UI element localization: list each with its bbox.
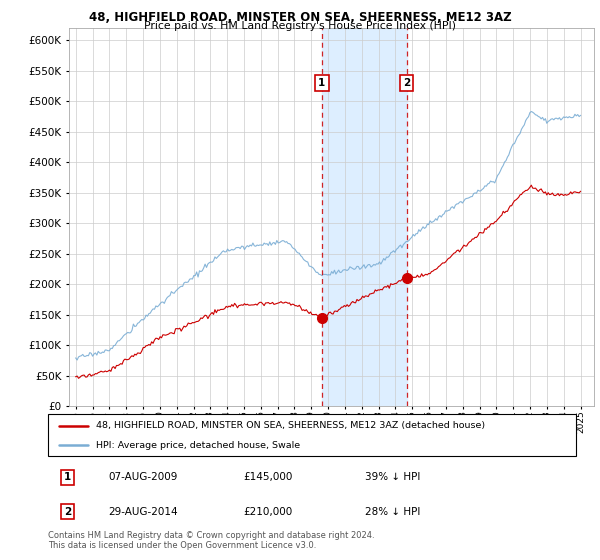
Text: £145,000: £145,000 <box>244 472 293 482</box>
Text: 1: 1 <box>64 472 71 482</box>
Text: Price paid vs. HM Land Registry's House Price Index (HPI): Price paid vs. HM Land Registry's House … <box>144 21 456 31</box>
Text: 07-AUG-2009: 07-AUG-2009 <box>109 472 178 482</box>
Text: £210,000: £210,000 <box>244 507 293 517</box>
Text: 39% ↓ HPI: 39% ↓ HPI <box>365 472 420 482</box>
Text: 1: 1 <box>318 78 325 88</box>
Text: HPI: Average price, detached house, Swale: HPI: Average price, detached house, Swal… <box>95 441 299 450</box>
Text: 28% ↓ HPI: 28% ↓ HPI <box>365 507 420 517</box>
Text: 2: 2 <box>64 507 71 517</box>
Bar <box>322 28 407 406</box>
Text: 48, HIGHFIELD ROAD, MINSTER ON SEA, SHEERNESS, ME12 3AZ: 48, HIGHFIELD ROAD, MINSTER ON SEA, SHEE… <box>89 11 511 24</box>
Text: Contains HM Land Registry data © Crown copyright and database right 2024.
This d: Contains HM Land Registry data © Crown c… <box>48 531 374 550</box>
Text: 48, HIGHFIELD ROAD, MINSTER ON SEA, SHEERNESS, ME12 3AZ (detached house): 48, HIGHFIELD ROAD, MINSTER ON SEA, SHEE… <box>95 421 485 430</box>
Text: 29-AUG-2014: 29-AUG-2014 <box>109 507 178 517</box>
Text: 2: 2 <box>403 78 410 88</box>
